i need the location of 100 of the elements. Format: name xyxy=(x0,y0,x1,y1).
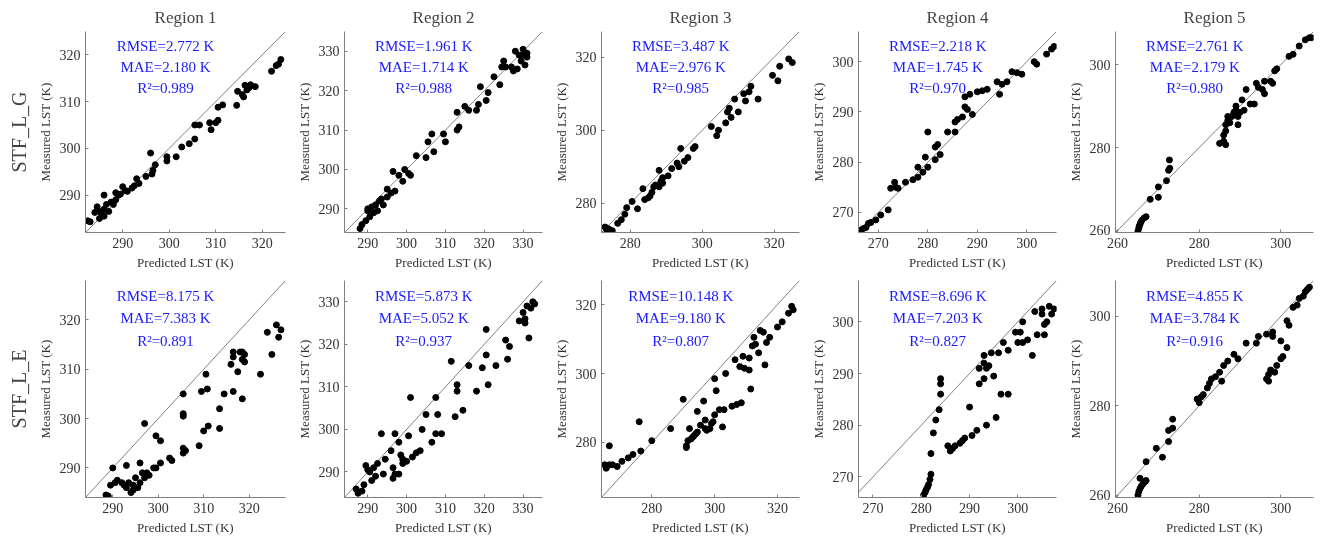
y-axis-title: Measured LST (K) xyxy=(810,82,826,182)
y-tick-label: 300 xyxy=(1089,309,1111,325)
y-tick-label: 280 xyxy=(832,155,854,171)
annotation: MAE=9.180 K xyxy=(635,310,726,327)
x-tick-label: 330 xyxy=(512,235,534,251)
x-tick-label: 290 xyxy=(112,235,134,251)
x-tick-label: 280 xyxy=(910,500,932,516)
y-tick-label: 280 xyxy=(832,418,854,434)
y-tick-label: 290 xyxy=(59,188,81,204)
x-tick-label: 320 xyxy=(473,500,495,516)
y-tick-label: 300 xyxy=(832,314,854,330)
annotation: RMSE=3.487 K xyxy=(631,37,730,54)
text: STF_L_G xyxy=(7,91,30,173)
annotation: MAE=2.179 K xyxy=(1149,58,1240,75)
y-axis-title: Measured LST (K) xyxy=(296,339,312,439)
text: STF_L_E xyxy=(7,349,30,429)
annotation: MAE=7.203 K xyxy=(892,310,983,327)
y-tick-label: 310 xyxy=(318,123,340,139)
x-axis-title: Predicted LST (K) xyxy=(652,254,749,270)
x-tick-label: 320 xyxy=(473,235,495,251)
annotation: RMSE=2.761 K xyxy=(1145,37,1244,54)
y-axis-title: Measured LST (K) xyxy=(37,339,53,439)
y-axis-title: Measured LST (K) xyxy=(37,82,53,182)
x-axis-title: Predicted LST (K) xyxy=(909,254,1006,270)
y-tick-label: 330 xyxy=(318,44,340,60)
annotation: R²=0.916 xyxy=(1166,333,1224,350)
annotation: RMSE=8.175 K xyxy=(116,287,215,304)
y-axis-title: Measured LST (K) xyxy=(1067,339,1083,439)
annotation: R²=0.970 xyxy=(909,79,967,96)
y-tick-label: 290 xyxy=(59,460,81,476)
annotation: RMSE=8.696 K xyxy=(888,287,987,304)
x-tick-label: 300 xyxy=(396,500,418,516)
annotation: RMSE=4.855 K xyxy=(1145,287,1244,304)
annotation: R²=0.980 xyxy=(1166,79,1224,96)
y-tick-label: 300 xyxy=(832,54,854,70)
x-axis-title: Predicted LST (K) xyxy=(909,519,1006,535)
annotation: R²=0.891 xyxy=(137,333,194,350)
y-tick-label: 300 xyxy=(575,366,597,382)
x-tick-label: 310 xyxy=(434,500,456,516)
x-tick-label: 280 xyxy=(917,235,939,251)
x-tick-label: 290 xyxy=(357,235,379,251)
annotation: MAE=2.180 K xyxy=(120,58,211,75)
y-tick-label: 320 xyxy=(59,47,81,63)
x-tick-label: 330 xyxy=(512,500,534,516)
y-tick-label: 330 xyxy=(318,294,340,310)
x-axis-title: Predicted LST (K) xyxy=(652,519,749,535)
y-tick-label: 310 xyxy=(318,379,340,395)
annotation: RMSE=10.148 K xyxy=(628,287,734,304)
x-tick-label: 320 xyxy=(763,235,785,251)
x-tick-label: 280 xyxy=(1188,235,1210,251)
x-tick-label: 310 xyxy=(205,235,227,251)
x-tick-label: 300 xyxy=(691,235,713,251)
y-tick-label: 300 xyxy=(318,162,340,178)
x-tick-label: 290 xyxy=(102,500,124,516)
x-tick-label: 310 xyxy=(434,235,456,251)
chart-title: Region 4 xyxy=(926,7,989,27)
x-tick-label: 320 xyxy=(251,235,273,251)
x-tick-label: 270 xyxy=(862,500,884,516)
x-tick-label: 300 xyxy=(147,500,169,516)
y-tick-label: 320 xyxy=(318,83,340,99)
annotation: RMSE=2.772 K xyxy=(116,37,215,54)
x-tick-label: 300 xyxy=(1270,500,1292,516)
x-axis-title: Predicted LST (K) xyxy=(1166,254,1263,270)
x-tick-label: 290 xyxy=(357,500,379,516)
x-tick-label: 290 xyxy=(959,500,981,516)
annotation: R²=0.937 xyxy=(395,333,453,350)
x-axis-title: Predicted LST (K) xyxy=(137,519,234,535)
annotation: MAE=5.052 K xyxy=(378,310,469,327)
y-axis-title: Measured LST (K) xyxy=(553,82,569,182)
annotation: MAE=1.745 K xyxy=(892,58,983,75)
y-axis-title: Measured LST (K) xyxy=(1067,82,1083,182)
x-tick-label: 320 xyxy=(767,500,788,516)
x-tick-label: 300 xyxy=(396,235,418,251)
y-axis-title: Measured LST (K) xyxy=(296,82,312,182)
annotation: MAE=7.383 K xyxy=(120,310,211,327)
y-tick-label: 280 xyxy=(1089,398,1111,414)
y-tick-label: 320 xyxy=(575,50,597,66)
y-tick-label: 290 xyxy=(832,366,854,382)
x-tick-label: 300 xyxy=(1270,235,1292,251)
x-tick-label: 270 xyxy=(867,235,889,251)
x-tick-label: 300 xyxy=(158,235,180,251)
annotation: R²=0.988 xyxy=(395,79,453,96)
x-tick-label: 300 xyxy=(704,500,726,516)
y-tick-label: 280 xyxy=(575,435,597,451)
annotation: R²=0.807 xyxy=(652,333,710,350)
annotation: RMSE=5.873 K xyxy=(374,287,473,304)
y-tick-label: 280 xyxy=(575,196,597,212)
annotation: MAE=2.976 K xyxy=(635,58,726,75)
x-axis-title: Predicted LST (K) xyxy=(395,519,492,535)
y-tick-label: 300 xyxy=(318,422,340,438)
annotation: R²=0.985 xyxy=(652,79,710,96)
y-tick-label: 300 xyxy=(59,141,81,157)
y-tick-label: 290 xyxy=(832,104,854,120)
x-tick-label: 280 xyxy=(619,235,641,251)
annotation: R²=0.989 xyxy=(137,79,194,96)
annotation: MAE=3.784 K xyxy=(1149,310,1240,327)
annotation: RMSE=2.218 K xyxy=(888,37,987,54)
chart-title: Region 3 xyxy=(669,7,732,27)
chart-title: Region 1 xyxy=(154,7,217,27)
x-tick-label: 280 xyxy=(641,500,663,516)
